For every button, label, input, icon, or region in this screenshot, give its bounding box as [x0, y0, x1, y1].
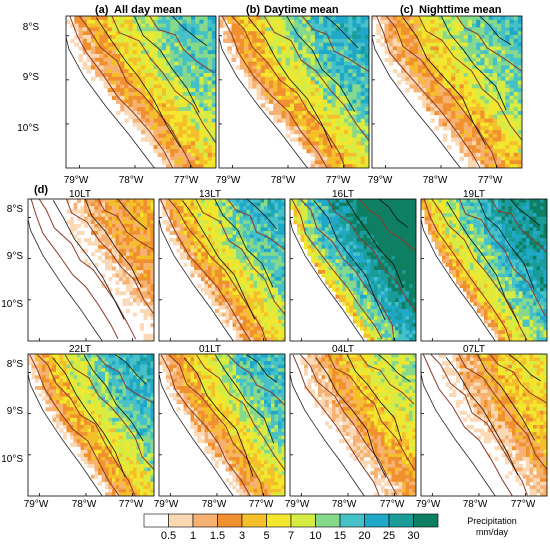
lon-label-01-77w: 77°W: [249, 499, 274, 510]
legend-level-7: 15: [334, 530, 346, 542]
legend-title-line1: Precipitation: [467, 516, 517, 526]
lat-label-r2-8s: 8°S: [7, 359, 24, 370]
lon-label-22-77w: 77°W: [119, 499, 144, 510]
section-d-label: (d): [34, 184, 48, 196]
lon-label-a-78w: 78°W: [119, 175, 144, 186]
lon-label-a-79w: 79°W: [64, 175, 89, 186]
map-panel-nighttime-mean: [371, 15, 523, 169]
lon-label-07-77w: 77°W: [511, 499, 536, 510]
legend-level-0: 0.5: [161, 530, 176, 542]
lon-label-04-79w: 79°W: [285, 499, 310, 510]
legend-swatch-7: [315, 513, 341, 528]
legend-swatch-11: [413, 513, 439, 528]
lat-label-top-8s: 8°S: [23, 22, 40, 33]
legend-swatch-0: [143, 513, 169, 528]
lon-label-c-78w: 78°W: [423, 175, 448, 186]
lon-label-22-78w: 78°W: [72, 499, 97, 510]
legend-swatch-6: [290, 513, 316, 528]
lon-label-01-79w: 79°W: [154, 499, 179, 510]
panel-04lt-title: 04LT: [332, 344, 354, 355]
panel-01lt-title: 01LT: [199, 344, 221, 355]
panel-c-title: Nighttime mean: [419, 4, 502, 16]
lon-label-04-77w: 77°W: [380, 499, 405, 510]
lon-label-04-78w: 78°W: [332, 499, 357, 510]
panel-a-title: All day mean: [114, 4, 182, 16]
legend-level-8: 20: [358, 530, 370, 542]
lat-label-top-10s: 10°S: [17, 123, 39, 134]
panel-19lt-title: 19LT: [463, 189, 485, 200]
map-panel-all-day-mean: [65, 15, 217, 169]
map-panel-19lt: [420, 198, 548, 342]
lon-label-01-78w: 78°W: [202, 499, 227, 510]
map-panel-22lt: [27, 353, 155, 497]
lon-label-c-79w: 79°W: [368, 175, 393, 186]
legend-level-10: 30: [407, 530, 419, 542]
panel-b-letter: (b): [246, 4, 260, 16]
lon-label-b-78w: 78°W: [271, 175, 296, 186]
map-panel-04lt: [289, 353, 417, 497]
legend-level-6: 10: [309, 530, 321, 542]
panel-22lt-title: 22LT: [69, 344, 91, 355]
panel-16lt-title: 16LT: [332, 189, 354, 200]
lon-label-b-77w: 77°W: [326, 175, 351, 186]
lon-label-07-78w: 78°W: [463, 499, 488, 510]
legend-swatch-3: [217, 513, 243, 528]
panel-10lt-title: 10LT: [69, 189, 91, 200]
panel-b-title: Daytime mean: [264, 4, 339, 16]
map-panel-13lt: [158, 198, 286, 342]
legend-level-1: 1: [190, 530, 196, 542]
lon-label-a-77w: 77°W: [174, 175, 199, 186]
lon-label-07-79w: 79°W: [416, 499, 441, 510]
lat-label-r1-10s: 10°S: [1, 299, 23, 310]
lat-label-top-9s: 9°S: [23, 72, 40, 83]
legend-swatch-9: [364, 513, 390, 528]
map-panel-10lt: [27, 198, 155, 342]
legend-level-9: 25: [383, 530, 395, 542]
lat-label-r2-10s: 10°S: [1, 454, 23, 465]
map-panel-16lt: [289, 198, 417, 342]
map-panel-07lt: [420, 353, 548, 497]
lon-label-c-77w: 77°W: [478, 175, 503, 186]
panel-13lt-title: 13LT: [199, 189, 221, 200]
lat-label-r1-9s: 9°S: [7, 251, 24, 262]
lon-label-b-79w: 79°W: [216, 175, 241, 186]
legend-swatch-1: [168, 513, 194, 528]
legend-swatch-10: [388, 513, 414, 528]
legend-level-2: 1.5: [210, 530, 225, 542]
legend-title-line2: mm/day: [476, 527, 509, 537]
legend-swatch-8: [339, 513, 365, 528]
legend-level-4: 5: [263, 530, 269, 542]
lat-label-r1-8s: 8°S: [7, 204, 24, 215]
panel-07lt-title: 07LT: [463, 344, 485, 355]
legend-swatch-5: [266, 513, 292, 528]
map-panel-daytime-mean: [218, 15, 370, 169]
lon-label-22-79w: 79°W: [24, 499, 49, 510]
panel-c-letter: (c): [400, 4, 414, 16]
legend-swatch-4: [241, 513, 267, 528]
map-panel-01lt: [158, 353, 286, 497]
panel-a-letter: (a): [95, 4, 109, 16]
legend-level-5: 7: [288, 530, 294, 542]
legend-swatch-2: [192, 513, 218, 528]
legend-level-3: 3: [239, 530, 245, 542]
lat-label-r2-9s: 9°S: [7, 406, 24, 417]
